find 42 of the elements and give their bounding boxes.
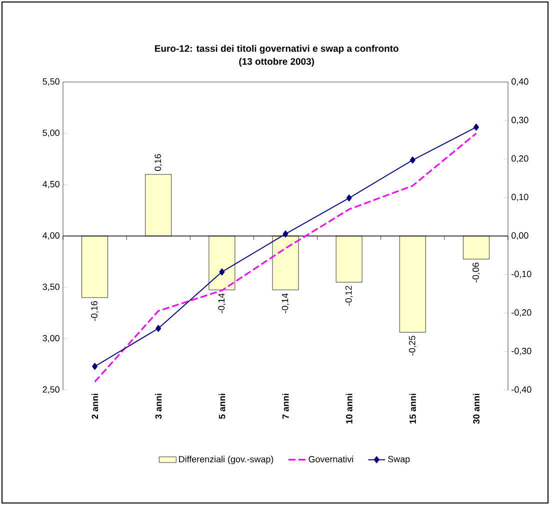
point [92, 362, 98, 370]
legend-label: Swap [388, 456, 410, 464]
y-tick-label: 3,00 [42, 334, 60, 342]
y2-tick-label: 0,40 [512, 78, 528, 86]
x-tick-label: 3 anni [155, 394, 162, 419]
chart-subtitle: (13 ottobre 2003) [239, 58, 314, 67]
x-tick-label: 15 anni [409, 394, 416, 424]
y2-tick-label: 0,30 [512, 116, 528, 124]
y2-tick-label: 0,00 [512, 232, 528, 240]
data-label: -0,14 [282, 293, 290, 314]
point [410, 156, 416, 164]
y2-tick-label: -0,30 [512, 348, 532, 356]
y-tick-label: 4,00 [42, 232, 60, 240]
data-label: 0,16 [154, 154, 162, 171]
x-tick-label: 5 anni [218, 394, 226, 419]
y-tick-label: 5,50 [42, 78, 60, 86]
legend-label: Governativi [308, 456, 354, 462]
chart-title: Euro-12: tassi dei titoli governativi e swap a confronto [155, 44, 398, 54]
x-tick-label: 30 anni [472, 394, 480, 424]
x-tick-label: 2 anni [91, 394, 98, 419]
data-label: -0,06 [472, 262, 480, 282]
y2-tick-label: -0,10 [512, 270, 532, 278]
y2-tick-label: 0,20 [512, 155, 528, 163]
data-label: -0,25 [408, 336, 416, 356]
y-tick-label: 3,50 [42, 284, 60, 292]
legend-label: Differenziali (gov.-swap) [179, 456, 274, 464]
y2-tick-label: -0,40 [512, 386, 532, 394]
y-tick-label: 5,00 [42, 130, 60, 138]
data-label: -0,14 [218, 293, 226, 314]
y2-tick-label: 0,10 [512, 194, 528, 202]
x-tick-label: 10 anni [346, 394, 352, 424]
point [473, 124, 479, 131]
point [346, 194, 352, 202]
x-tick-label: 7 anni [282, 394, 289, 419]
point [219, 268, 225, 276]
y-tick-label: 2,50 [42, 386, 60, 394]
y2-tick-label: -0,20 [512, 309, 532, 317]
data-label: -0,12 [345, 286, 353, 306]
data-label: -0,16 [91, 301, 98, 321]
y-tick-label: 4,50 [42, 180, 60, 188]
point [282, 230, 288, 238]
point [156, 324, 162, 332]
